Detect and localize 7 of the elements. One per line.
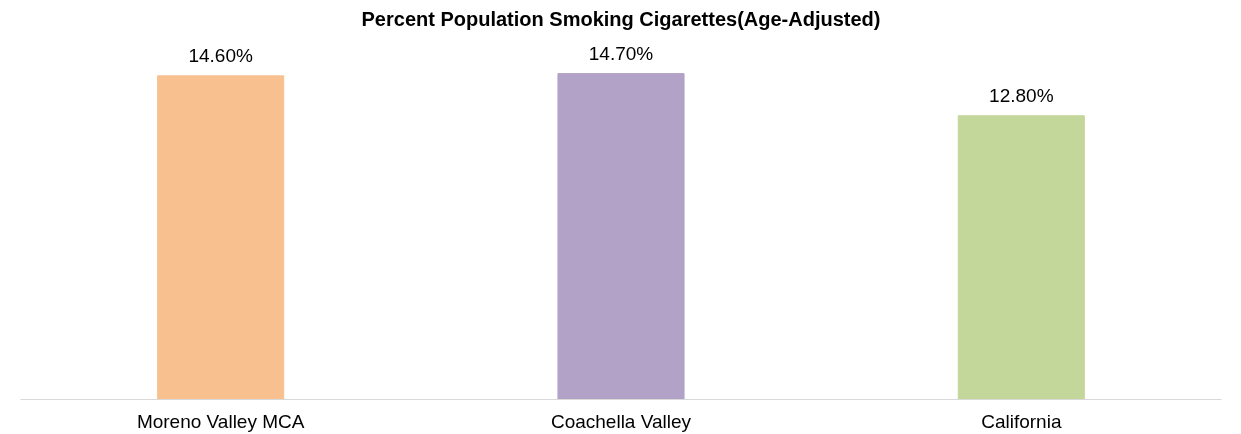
chart-title: Percent Population Smoking Cigarettes(Age-Adjusted) xyxy=(361,7,881,30)
x-tick-label: Moreno Valley MCA xyxy=(136,410,305,432)
data-label: 14.60% xyxy=(188,44,253,66)
x-tick-label: Coachella Valley xyxy=(550,410,692,432)
x-tick-label: California xyxy=(981,410,1062,432)
data-label: 14.70% xyxy=(588,42,654,64)
data-label: 12.80% xyxy=(989,84,1054,106)
